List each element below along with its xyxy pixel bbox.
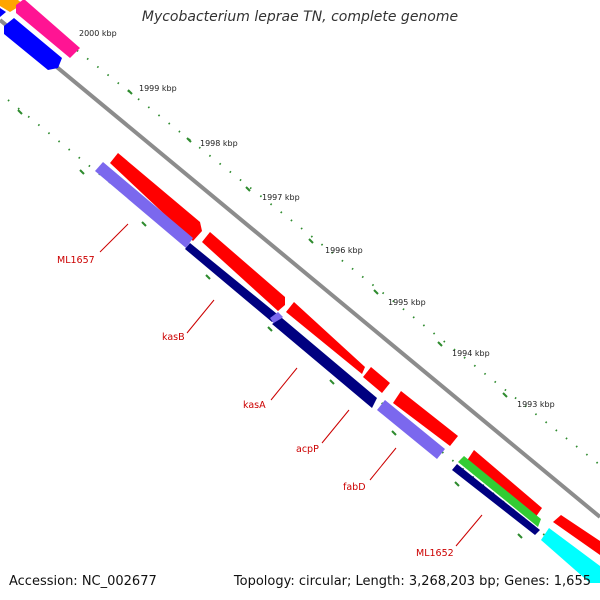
kbp-label-1997: 1997 kbp: [262, 193, 300, 202]
gene-forward-3: [286, 302, 365, 374]
gene-forward-1: [110, 153, 202, 241]
reverse-genes: [95, 162, 600, 583]
kbp-label-1994: 1994 kbp: [452, 349, 490, 358]
label-leaders: [99, 223, 483, 547]
kbp-label-2000: 2000 kbp: [79, 29, 117, 38]
gene-label-kasB: kasB: [162, 332, 185, 343]
top-left-genes: [0, 0, 80, 70]
gene-label-kasA: kasA: [243, 400, 266, 411]
gene-magenta: [16, 0, 80, 58]
kbp-label-1996: 1996 kbp: [325, 246, 363, 255]
gene-forward-2: [202, 232, 285, 311]
outer-tick-ruler: [25, 9, 600, 466]
gene-acpP: [377, 400, 445, 459]
gene-green: [458, 456, 541, 527]
gene-kasB: [185, 243, 282, 322]
map-title: Mycobacterium leprae TN, complete genome: [141, 9, 459, 25]
gene-label-ML1657: ML1657: [57, 255, 95, 266]
gene-fabD: [452, 464, 540, 535]
kbp-label-1998: 1998 kbp: [200, 139, 238, 148]
gene-cyan: [541, 528, 600, 583]
gene-forward-5: [393, 391, 458, 446]
genome-backbone: [0, 18, 600, 519]
topology-text: Topology: circular; Length: 3,268,203 bp…: [233, 574, 591, 589]
gene-label-acpP: acpP: [296, 444, 319, 455]
gene-blue-partial: [0, 8, 6, 17]
kbp-label-1995: 1995 kbp: [388, 298, 426, 307]
gene-ML1657: [95, 162, 193, 248]
gene-orange-partial: [0, 0, 23, 12]
gene-kasA: [272, 318, 377, 408]
gene-forward-6: [466, 450, 542, 520]
gene-forward-4: [363, 367, 390, 393]
accession-text: Accession: NC_002677: [9, 574, 157, 589]
gene-forward-7: [553, 515, 600, 555]
major-ticks: [17, 40, 523, 539]
gene-label-fabD: fabD: [343, 482, 366, 493]
forward-genes: [110, 153, 600, 555]
kbp-label-1993: 1993 kbp: [517, 400, 555, 409]
gene-kasB-light: [270, 312, 283, 324]
gene-blue-forward: [4, 18, 62, 70]
gene-label-ML1652: ML1652: [416, 548, 454, 559]
kbp-label-1999: 1999 kbp: [139, 84, 177, 93]
